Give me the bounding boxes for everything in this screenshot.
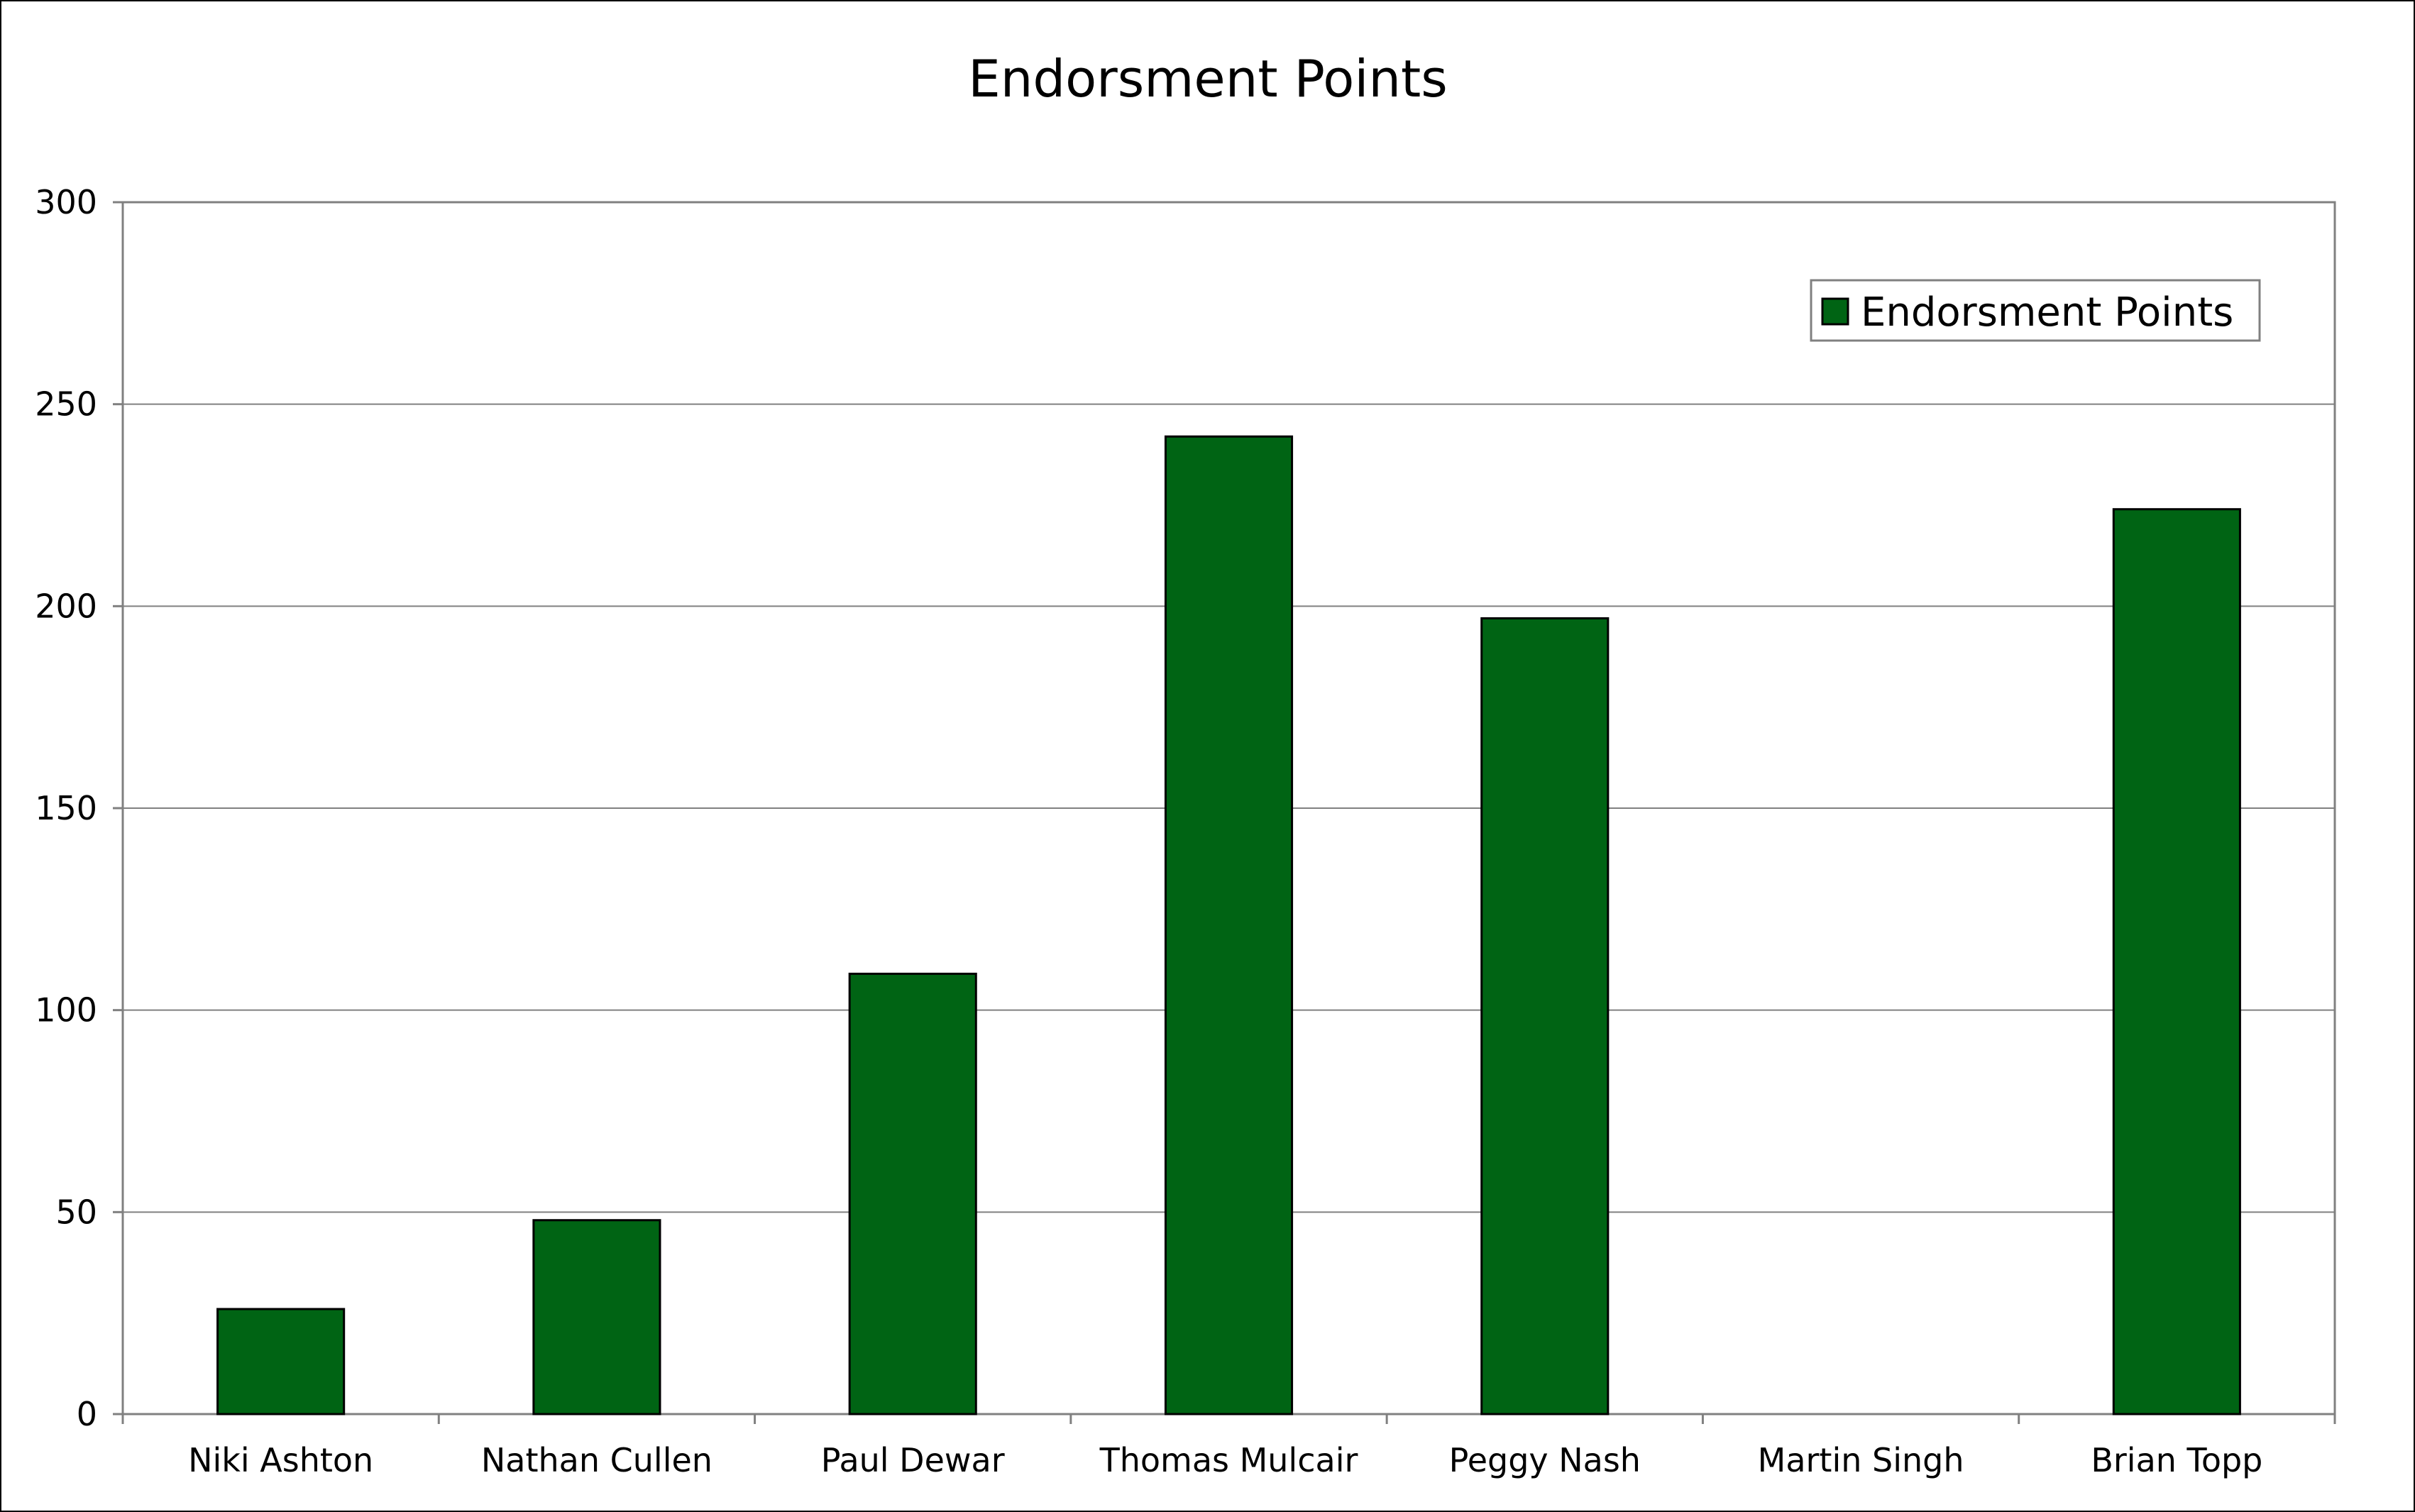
x-tick-label: Niki Ashton: [188, 1441, 373, 1479]
y-tick-label: 100: [35, 991, 97, 1030]
legend: Endorsment Points: [1810, 279, 2261, 342]
axes: 0 50 100 150 200 250 300 Niki Ashton Nathan Cull…: [35, 183, 2336, 1479]
bar-paul-dewar: [848, 972, 977, 1416]
x-tick-label: Martin Singh: [1758, 1441, 1964, 1479]
bar-niki-ashton: [216, 1308, 346, 1416]
x-tick-label: Brian Topp: [2091, 1441, 2262, 1479]
y-tick-label: 300: [35, 183, 97, 221]
x-tick-label: Peggy Nash: [1449, 1441, 1641, 1479]
x-tick-label: Paul Dewar: [821, 1441, 1005, 1479]
legend-label: Endorsment Points: [1861, 289, 2233, 336]
x-tick-label: Nathan Cullen: [481, 1441, 713, 1479]
bar-brian-topp: [2112, 508, 2241, 1416]
bars: [216, 435, 2241, 1416]
bar-nathan-cullen: [532, 1219, 661, 1416]
y-tick-label: 150: [35, 789, 97, 827]
bar-peggy-nash: [1480, 617, 1610, 1416]
legend-swatch: [1821, 297, 1849, 326]
y-tick-label: 250: [35, 385, 97, 424]
y-tick-label: 50: [55, 1193, 97, 1231]
legend-box: [1810, 279, 2261, 342]
y-tick-label: 200: [35, 587, 97, 625]
x-tick-label: Thomas Mulcair: [1099, 1441, 1358, 1479]
y-tick-label: 0: [77, 1395, 97, 1433]
chart-title: Endorsment Points: [968, 49, 1447, 109]
bar-thomas-mulcair: [1164, 435, 1294, 1416]
